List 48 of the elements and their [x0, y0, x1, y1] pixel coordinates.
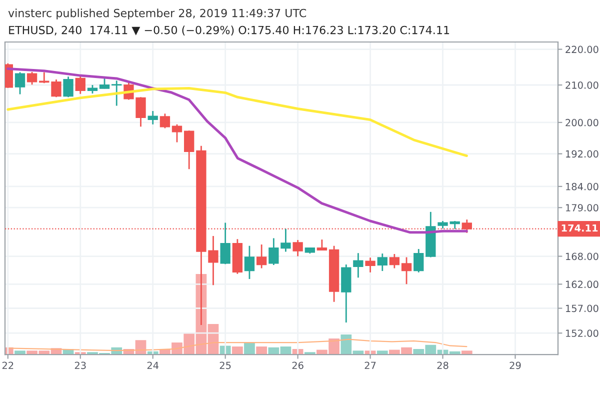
y-tick-label: 152.00 [566, 330, 598, 337]
candlestick [365, 256, 376, 274]
candlestick [292, 239, 303, 257]
candlestick [414, 248, 424, 274]
candlestick [220, 222, 230, 265]
line-series [6, 67, 468, 234]
x-tick-label: 29 [510, 362, 521, 370]
x-tick-label: 22 [2, 362, 14, 369]
bar [256, 346, 268, 355]
x-tick-label: 26 [292, 362, 304, 370]
candlestick [26, 71, 38, 86]
ref-line-label: 174.11 [562, 224, 598, 232]
candlestick [389, 253, 400, 269]
y-tick-label: 179.00 [566, 204, 598, 212]
x-tick-label: 28 [437, 362, 448, 370]
chart-title: vinsterc published September 28, 2019 11:49:37 UTC [8, 8, 306, 20]
bar [232, 346, 243, 355]
y-tick-label: 220.00 [566, 46, 598, 54]
candlestick [316, 238, 328, 252]
candlestick [353, 252, 364, 278]
chart-subtitle: ETHUSD, 240 174.11 ▼ −0.50 (−0.29%) O:175.40 H:176.23 L:173.20 C:174.11 [9, 26, 450, 36]
candlestick [14, 72, 26, 95]
candlestick [256, 244, 267, 269]
candlestick [99, 78, 110, 90]
y-tick-label: 184.00 [566, 182, 598, 190]
candlestick [148, 110, 158, 126]
candlestick [401, 256, 412, 285]
candlestick [63, 76, 74, 98]
y-tick-label: 192.00 [566, 150, 598, 158]
candlestick [244, 245, 255, 280]
x-tick-label: 23 [74, 362, 86, 370]
y-tick-label: 157.00 [566, 304, 598, 312]
candlestick [51, 78, 62, 98]
candlestick [377, 252, 388, 272]
bar [244, 342, 255, 355]
y-tick-label: 162.00 [566, 280, 598, 288]
x-tick-label: 25 [220, 362, 231, 370]
y-tick-label: 210.00 [566, 81, 598, 89]
candlestick [160, 112, 170, 129]
y-tick-label: 168.00 [566, 252, 598, 260]
line-series [6, 87, 468, 158]
candlestick [184, 130, 194, 170]
x-tick-label: 24 [147, 362, 158, 369]
candlestick [172, 124, 182, 143]
candlestick [75, 76, 86, 95]
y-tick-label: 200.00 [566, 118, 598, 126]
candlestick [112, 80, 122, 106]
x-tick-label: 27 [364, 362, 376, 369]
